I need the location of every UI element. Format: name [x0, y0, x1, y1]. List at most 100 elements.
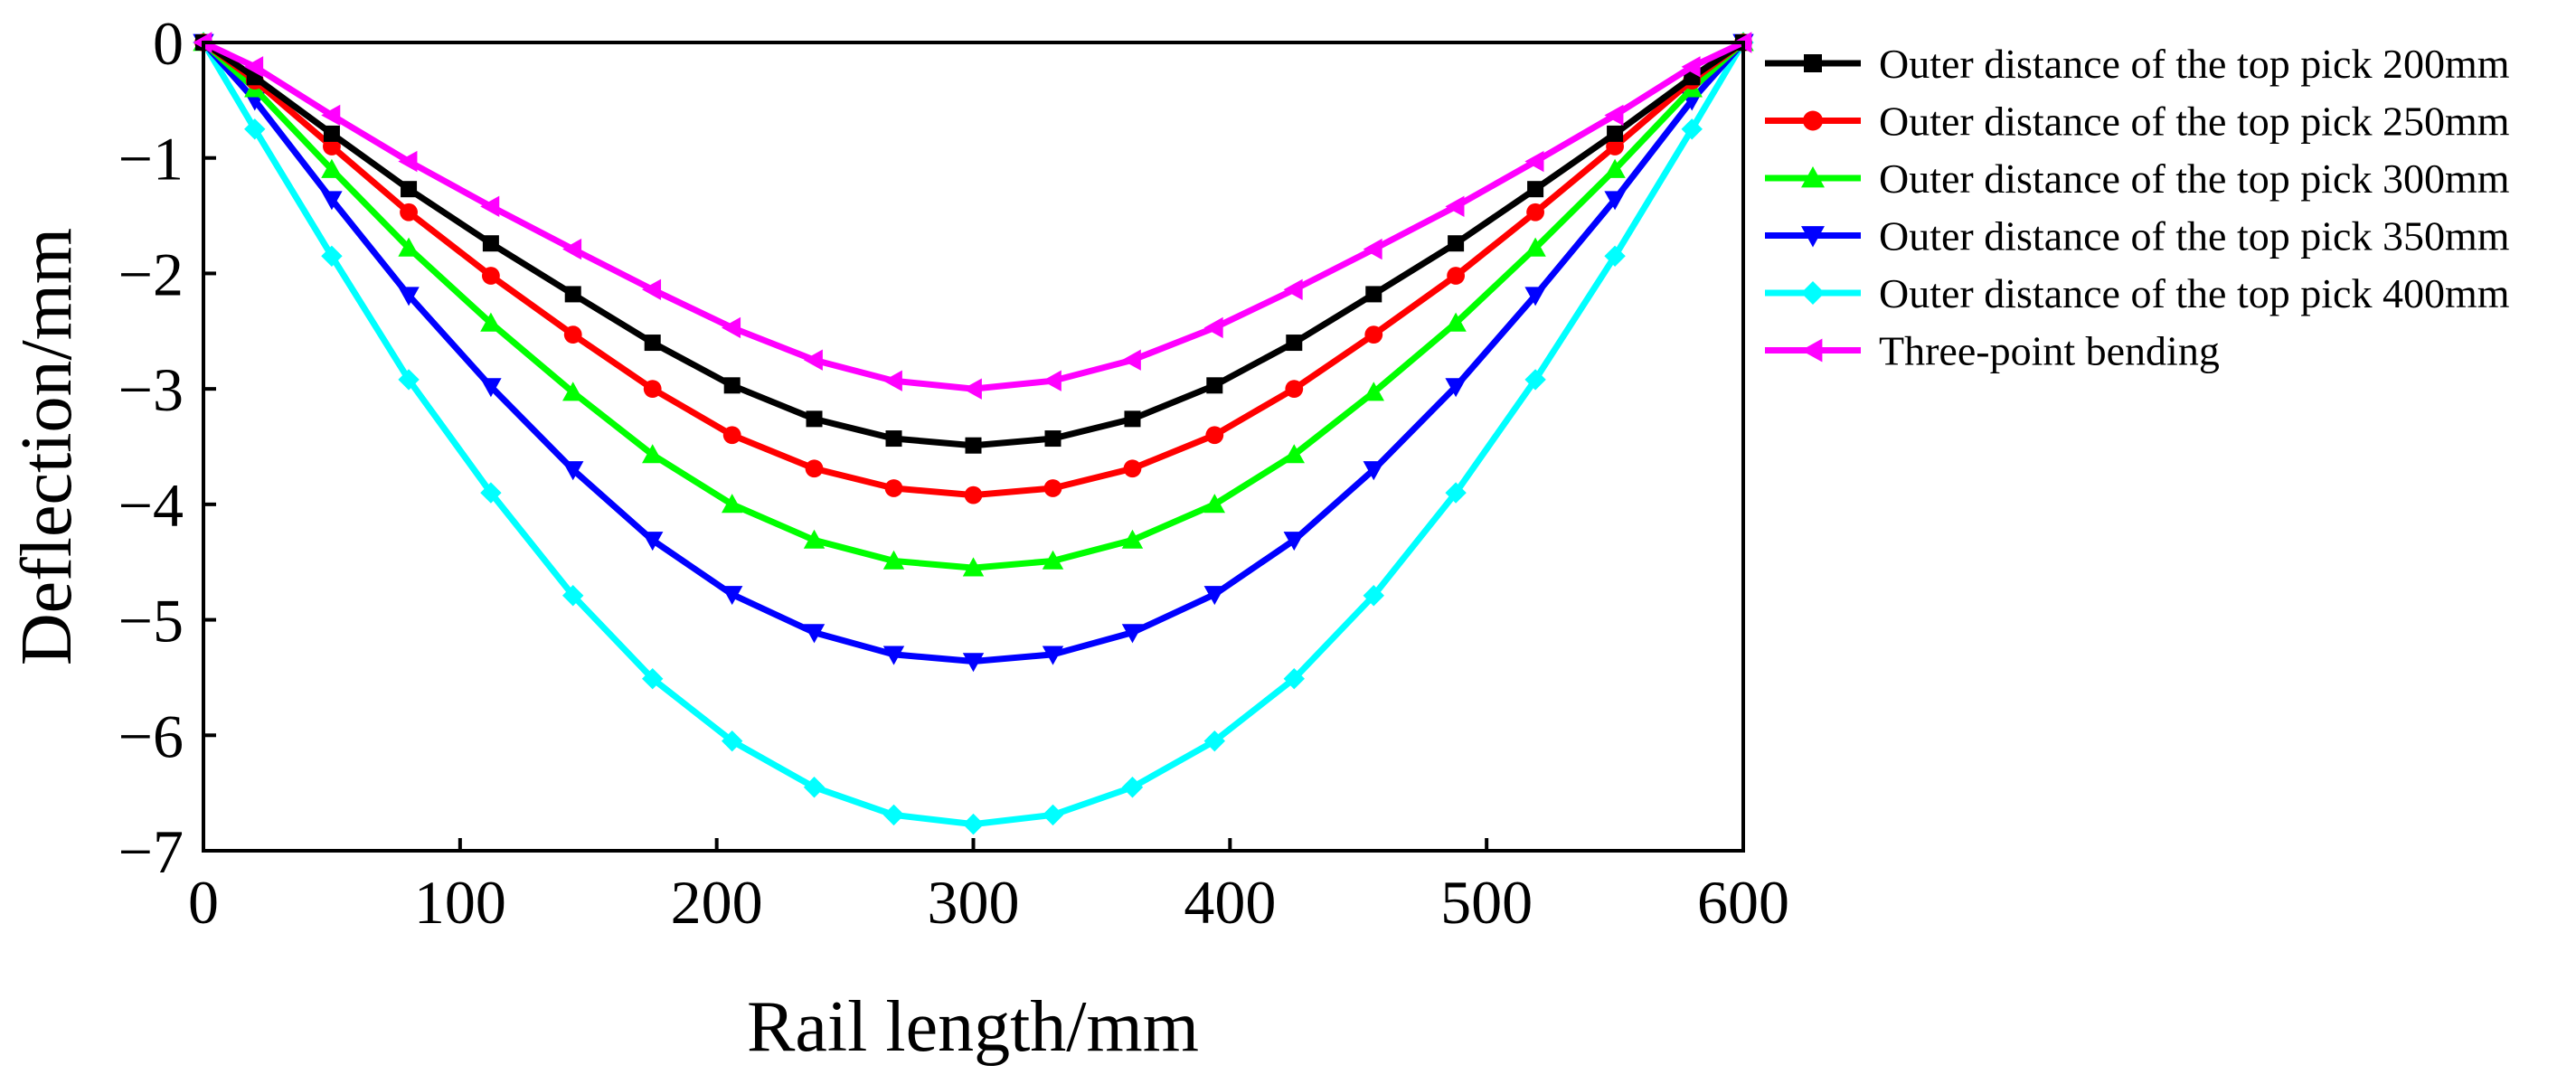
- data-point: [1042, 370, 1062, 391]
- data-point: [803, 529, 826, 549]
- data-point: [1526, 203, 1544, 222]
- legend-marker: [1801, 281, 1825, 305]
- data-point: [564, 286, 581, 303]
- x-tick-label: 100: [414, 868, 506, 937]
- x-tick-label: 300: [928, 868, 1020, 937]
- data-point: [1206, 377, 1223, 394]
- data-point: [1445, 312, 1467, 332]
- plot-series: [193, 32, 1754, 835]
- data-point: [1681, 118, 1703, 140]
- legend-item: Outer distance of the top pick 200mm: [1765, 41, 2510, 87]
- data-point: [721, 586, 743, 606]
- data-point: [1283, 444, 1305, 464]
- data-point: [962, 653, 985, 673]
- data-point: [882, 370, 902, 391]
- data-point: [1524, 237, 1546, 257]
- data-point: [398, 150, 418, 173]
- legend-item: Three-point bending: [1765, 328, 2220, 374]
- data-point: [1042, 550, 1064, 570]
- data-point: [964, 485, 983, 504]
- data-point: [1121, 777, 1144, 798]
- data-point: [1445, 482, 1467, 504]
- data-point: [562, 585, 584, 607]
- data-point: [1445, 378, 1467, 398]
- data-point: [1365, 286, 1382, 303]
- x-tick-label: 0: [188, 868, 219, 937]
- legend-marker: [1804, 54, 1822, 72]
- data-point: [642, 444, 664, 464]
- data-point: [722, 426, 741, 445]
- data-point: [962, 378, 982, 400]
- data-point: [1283, 668, 1305, 690]
- data-point: [480, 195, 500, 218]
- series-6: [193, 32, 1752, 400]
- data-point: [1363, 238, 1382, 260]
- data-point: [644, 335, 661, 352]
- x-axis-title: Rail length/mm: [747, 987, 1199, 1067]
- legend-item: Outer distance of the top pick 300mm: [1765, 156, 2510, 202]
- data-point: [1607, 125, 1624, 142]
- data-point: [882, 646, 905, 665]
- x-tick-label: 600: [1697, 868, 1789, 937]
- data-point: [1448, 235, 1465, 252]
- data-point: [1203, 494, 1226, 514]
- x-tick-label: 400: [1184, 868, 1276, 937]
- data-point: [244, 56, 264, 78]
- data-point: [1121, 349, 1141, 371]
- data-point: [1363, 382, 1384, 401]
- data-point: [1123, 459, 1142, 478]
- data-point: [398, 287, 420, 306]
- data-point: [1524, 287, 1546, 306]
- data-point: [1447, 267, 1466, 285]
- data-point: [1283, 278, 1303, 301]
- data-point: [1205, 426, 1224, 445]
- data-point: [562, 238, 582, 260]
- y-axis-title: Deflection/mm: [7, 228, 87, 665]
- legend-item: Outer distance of the top pick 250mm: [1765, 99, 2510, 145]
- data-point: [1524, 150, 1544, 173]
- series-2: [194, 33, 1752, 504]
- data-point: [721, 494, 743, 514]
- data-point: [1203, 316, 1223, 339]
- data-point: [481, 267, 500, 285]
- data-point: [965, 437, 982, 454]
- legend-label: Outer distance of the top pick 400mm: [1879, 270, 2510, 316]
- data-point: [1285, 380, 1304, 399]
- data-point: [480, 312, 502, 332]
- data-point: [1042, 804, 1064, 826]
- data-point: [882, 804, 905, 826]
- data-point: [323, 137, 341, 156]
- x-axis: 0 100 200 300 400 500 600: [188, 838, 1789, 937]
- data-point: [1043, 479, 1062, 497]
- data-point: [962, 813, 985, 835]
- data-point: [482, 235, 499, 252]
- y-tick-label: −5: [118, 587, 184, 655]
- data-point: [398, 237, 420, 257]
- y-tick-label: −2: [118, 240, 184, 308]
- series-line: [202, 39, 1745, 392]
- y-axis: 0 −1 −2 −3 −4 −5 −6 −7: [118, 9, 216, 886]
- y-tick-label: −1: [118, 125, 184, 193]
- data-point: [323, 125, 340, 142]
- data-point: [805, 459, 824, 478]
- series-line: [200, 41, 1747, 828]
- data-point: [721, 730, 743, 752]
- legend-marker: [1801, 166, 1825, 188]
- data-point: [563, 325, 582, 344]
- legend-label: Outer distance of the top pick 350mm: [1879, 213, 2510, 259]
- data-point: [321, 191, 343, 211]
- data-point: [721, 316, 741, 339]
- data-point: [962, 557, 985, 577]
- data-point: [321, 245, 343, 267]
- data-point: [1604, 158, 1626, 178]
- data-point: [480, 378, 502, 398]
- data-point: [1203, 730, 1226, 752]
- data-point: [1364, 325, 1383, 344]
- data-point: [1121, 624, 1144, 644]
- series-1: [195, 34, 1751, 454]
- legend-item: Outer distance of the top pick 400mm: [1765, 270, 2510, 316]
- data-point: [562, 461, 584, 481]
- data-point: [1203, 586, 1226, 606]
- data-point: [321, 104, 341, 127]
